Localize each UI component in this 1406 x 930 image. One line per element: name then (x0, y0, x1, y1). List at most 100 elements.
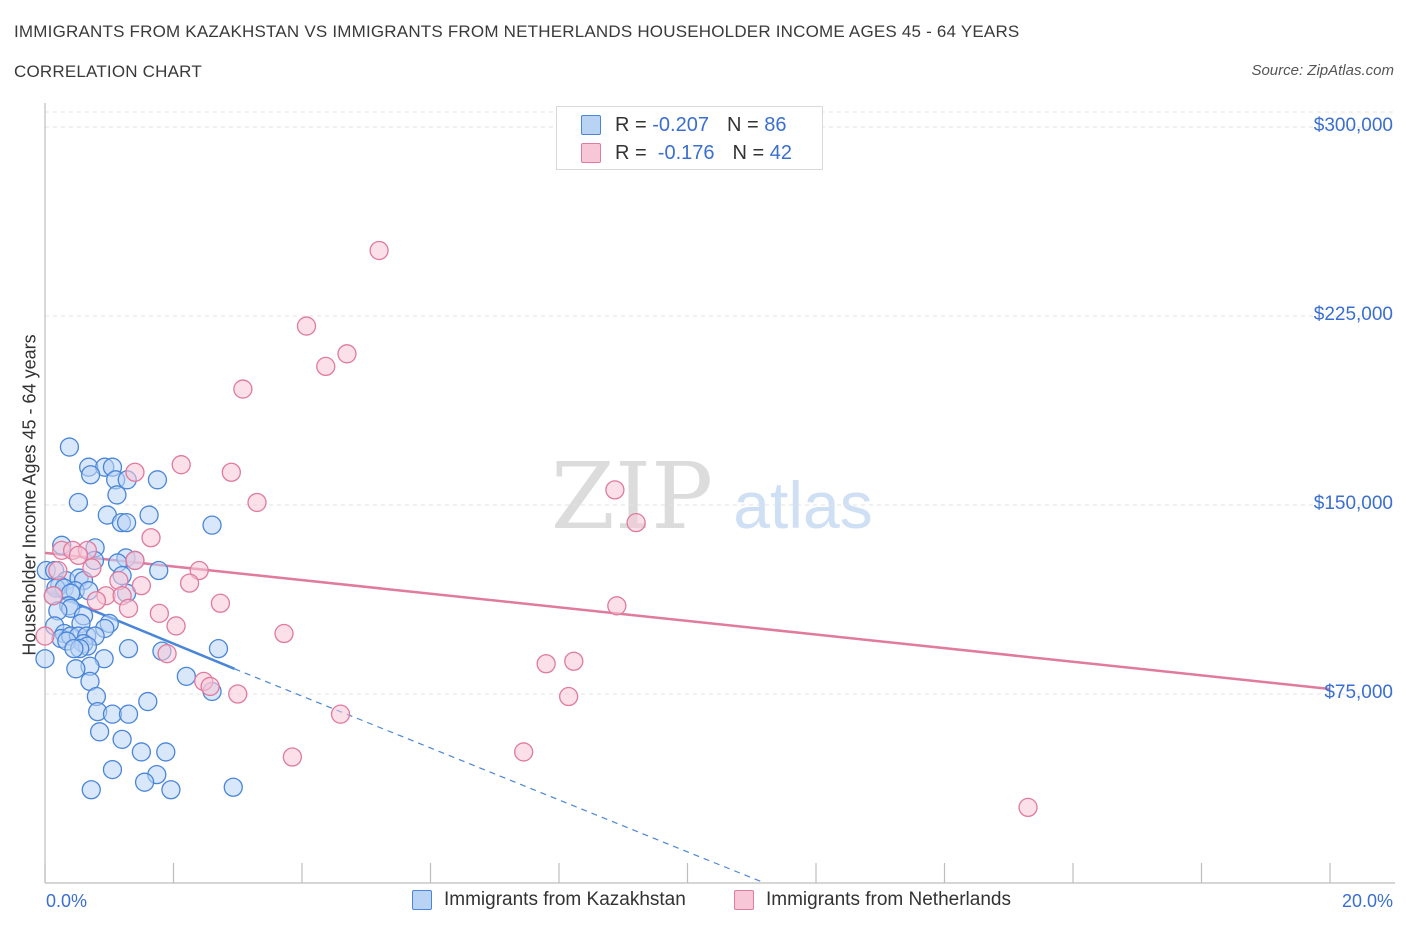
data-point-netherlands (48, 560, 68, 581)
data-point-netherlands (564, 651, 584, 671)
legend-r-value: -0.207 (652, 113, 709, 136)
data-point-netherlands (118, 598, 139, 618)
data-point-kazakhstan (102, 704, 123, 724)
data-point-netherlands (221, 462, 241, 482)
legend-r-label: R = (615, 113, 653, 136)
trend-line-netherlands (44, 551, 1331, 691)
data-point-kazakhstan (139, 505, 159, 525)
data-point-netherlands (247, 492, 267, 513)
legend-swatch-netherlands (581, 143, 601, 163)
data-point-netherlands (35, 626, 55, 646)
data-point-netherlands (210, 593, 231, 613)
data-point-netherlands (82, 558, 102, 578)
data-point-netherlands (330, 704, 351, 724)
data-point-kazakhstan (68, 492, 89, 513)
legend-n-value: 42 (769, 141, 793, 164)
data-point-kazakhstan (80, 465, 101, 485)
data-point-netherlands (68, 545, 89, 566)
data-point-netherlands (605, 480, 625, 500)
stats-legend: R = -0.207 N = 86 R = -0.176 N = 42 (556, 106, 823, 170)
data-point-netherlands (86, 591, 107, 611)
data-point-netherlands (282, 747, 303, 767)
data-point-kazakhstan (107, 485, 127, 505)
data-point-kazakhstan (134, 772, 155, 792)
y-tick-label: $75,000 (1324, 682, 1393, 703)
legend-r-label: R = (615, 141, 653, 164)
legend-r-value: -0.176 (652, 141, 715, 164)
data-point-kazakhstan (89, 722, 110, 742)
data-point-kazakhstan (131, 742, 152, 762)
data-point-kazakhstan (149, 560, 169, 581)
data-point-netherlands (125, 462, 145, 482)
trend-line-kazakhstan-extension (234, 668, 765, 884)
data-point-kazakhstan (102, 759, 123, 780)
axes (44, 103, 1395, 884)
data-point-kazakhstan (223, 777, 243, 797)
data-point-kazakhstan (161, 780, 181, 800)
chart-subtitle: CORRELATION CHART (14, 62, 202, 81)
data-point-netherlands (233, 379, 253, 399)
data-point-netherlands (316, 356, 336, 377)
data-points (35, 240, 1038, 818)
data-point-kazakhstan (66, 659, 86, 679)
data-point-kazakhstan (35, 649, 55, 669)
legend-row-kazakhstan: R = -0.207 N = 86 (581, 113, 786, 137)
data-point-kazakhstan (147, 470, 168, 490)
watermark-atlas: atlas (733, 468, 872, 542)
source-credit: Source: ZipAtlas.com (1251, 62, 1394, 79)
data-point-netherlands (296, 316, 317, 336)
data-point-kazakhstan (64, 638, 84, 659)
y-axis-label: Householder Income Ages 45 - 64 years (19, 334, 40, 656)
data-point-netherlands (131, 575, 152, 596)
data-point-kazakhstan (118, 704, 139, 724)
legend-row-netherlands: R = -0.176 N = 42 (581, 141, 792, 165)
data-point-kazakhstan (118, 638, 139, 659)
legend-swatch-netherlands (734, 890, 754, 910)
data-point-netherlands (1018, 797, 1038, 818)
data-point-netherlands (171, 455, 191, 475)
data-point-netherlands (514, 742, 534, 762)
y-tick-label: $150,000 (1313, 493, 1393, 514)
legend-swatch-kazakhstan (412, 890, 432, 910)
data-point-netherlands (43, 586, 64, 606)
legend-n-value: 86 (764, 113, 787, 136)
data-point-netherlands (179, 573, 200, 593)
legend-item-netherlands[interactable]: Immigrants from Netherlands (734, 889, 1011, 911)
data-point-netherlands (626, 512, 646, 533)
data-point-kazakhstan (208, 638, 229, 659)
data-point-kazakhstan (176, 666, 197, 687)
data-point-netherlands (536, 654, 556, 674)
data-point-kazakhstan (59, 437, 80, 457)
data-point-netherlands (274, 623, 294, 644)
series-legend: Immigrants from Kazakhstan Immigrants fr… (0, 889, 1406, 915)
legend-item-kazakhstan[interactable]: Immigrants from Kazakhstan (412, 889, 686, 911)
data-point-netherlands (125, 550, 145, 571)
legend-n-label: N = (732, 141, 770, 164)
data-point-kazakhstan (112, 729, 132, 750)
data-point-netherlands (558, 686, 579, 707)
y-tick-label: $300,000 (1313, 115, 1393, 136)
legend-label-kazakhstan: Immigrants from Kazakhstan (444, 889, 686, 910)
y-tick-label: $225,000 (1313, 304, 1393, 325)
chart-title: IMMIGRANTS FROM KAZAKHSTAN VS IMMIGRANTS… (14, 22, 1020, 41)
legend-n-label: N = (726, 113, 765, 136)
data-point-kazakhstan (116, 512, 137, 533)
watermark: ZIP atlas (551, 443, 873, 550)
legend-label-netherlands: Immigrants from Netherlands (766, 889, 1011, 910)
watermark-zip: ZIP (551, 443, 713, 550)
legend-swatch-kazakhstan (581, 115, 601, 135)
trend-lines (44, 551, 1331, 884)
x-tick-label-max: 20.0% (1341, 891, 1393, 911)
data-point-netherlands (141, 528, 161, 548)
data-point-kazakhstan (138, 691, 158, 712)
data-point-netherlands (157, 644, 177, 664)
data-point-kazakhstan (81, 780, 101, 800)
grid-lines (45, 111, 1395, 695)
data-point-netherlands (369, 240, 389, 261)
data-point-kazakhstan (202, 515, 222, 535)
data-point-netherlands (337, 344, 357, 364)
data-point-netherlands (149, 603, 170, 624)
data-point-netherlands (200, 676, 220, 697)
x-tick-label-min: 0.0% (46, 891, 88, 911)
